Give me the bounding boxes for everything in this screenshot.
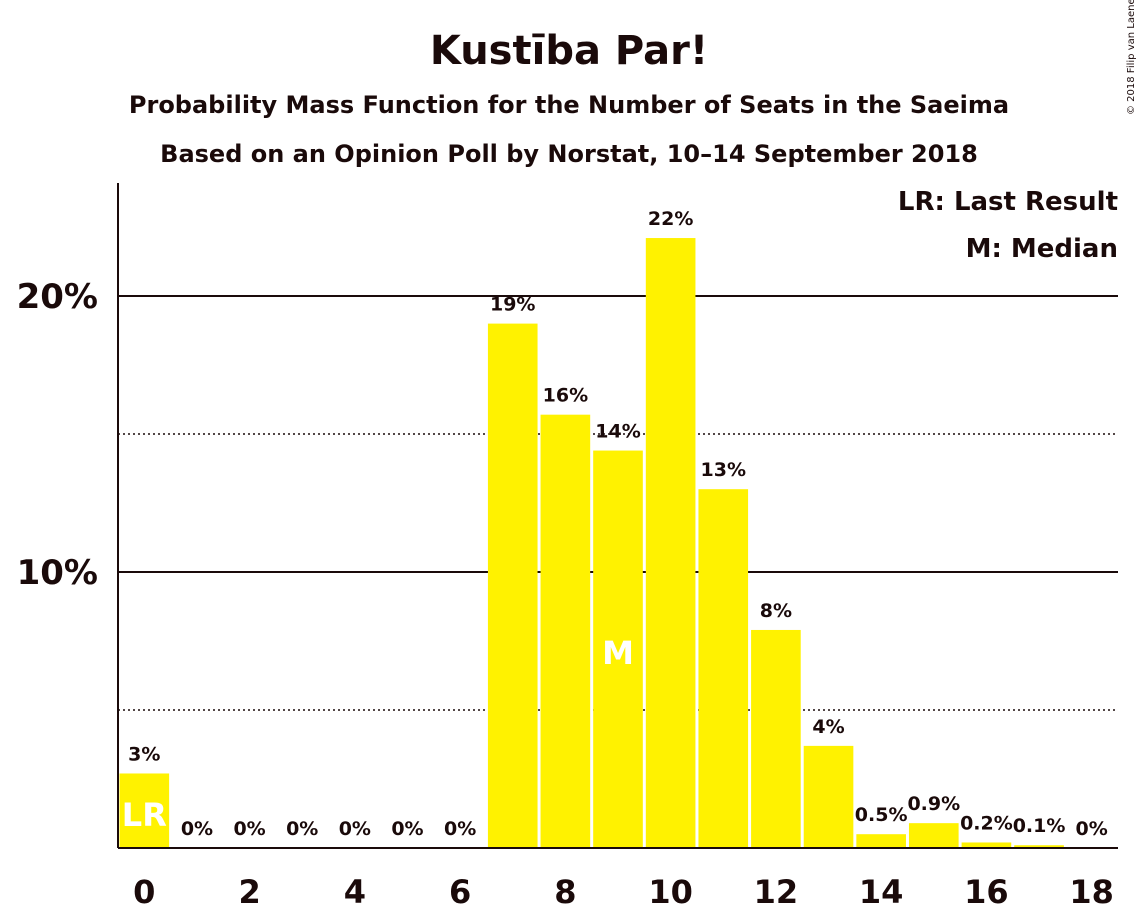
data-label: 0.5% bbox=[855, 804, 908, 826]
y-tick-label: 10% bbox=[17, 553, 98, 593]
bars: 3% 0% 0% 0% 0% 0% 0% 19% 16% 14% 22% 13% 8% 4% 0.5%0.9… bbox=[119, 208, 1108, 849]
data-label: 4% bbox=[812, 716, 844, 738]
data-label: 0.2% bbox=[960, 812, 1013, 834]
x-tick-label: 2 bbox=[238, 873, 260, 911]
bar bbox=[803, 745, 854, 848]
legend-entry: LR: Last Result bbox=[898, 187, 1118, 217]
chart-title: Kustība Par! bbox=[430, 28, 708, 74]
x-tick-label: 18 bbox=[1069, 873, 1114, 911]
last-result-marker: LR bbox=[122, 796, 167, 834]
data-label: 8% bbox=[760, 600, 792, 622]
x-tick-label: 6 bbox=[449, 873, 471, 911]
data-label: 0% bbox=[391, 818, 423, 840]
data-label: 22% bbox=[648, 208, 693, 230]
data-label: 0% bbox=[1076, 818, 1108, 840]
bar bbox=[1014, 845, 1064, 848]
x-tick-label: 16 bbox=[964, 873, 1009, 911]
x-tick-label: 0 bbox=[133, 873, 155, 911]
bar bbox=[593, 450, 643, 848]
bar bbox=[540, 414, 591, 848]
data-label: 13% bbox=[701, 459, 746, 481]
data-label: 16% bbox=[543, 385, 588, 407]
chart-subtitle-poll: Based on an Opinion Poll by Norstat, 10–… bbox=[160, 140, 978, 168]
copyright-notice: © 2018 Filip van Laenen bbox=[1126, 0, 1137, 115]
x-tick-label: 8 bbox=[554, 873, 576, 911]
data-label: 3% bbox=[128, 743, 160, 765]
x-tick-label: 12 bbox=[754, 873, 799, 911]
bar bbox=[119, 773, 170, 848]
bar bbox=[961, 842, 1012, 848]
data-label: 0% bbox=[233, 818, 265, 840]
data-label: 0% bbox=[339, 818, 371, 840]
y-tick-label: 20% bbox=[17, 277, 98, 317]
x-tick-label: 14 bbox=[859, 873, 904, 911]
bar bbox=[856, 834, 906, 848]
data-label: 0.9% bbox=[907, 793, 960, 815]
x-tick-label: 4 bbox=[344, 873, 366, 911]
bar bbox=[698, 489, 749, 848]
data-label: 14% bbox=[595, 421, 640, 443]
legend-entry: M: Median bbox=[966, 234, 1118, 264]
bar bbox=[645, 238, 696, 849]
data-label: 0.1% bbox=[1013, 815, 1066, 837]
data-label: 0% bbox=[181, 818, 213, 840]
data-label: 0% bbox=[444, 818, 476, 840]
median-marker: M bbox=[602, 634, 634, 672]
data-label: 0% bbox=[286, 818, 318, 840]
x-tick-label: 10 bbox=[648, 873, 693, 911]
bar bbox=[908, 823, 959, 848]
axes: 10% 20% 0 2 4 6 8 10 12 14 16 18 bbox=[17, 183, 1118, 911]
chart-subtitle: Probability Mass Function for the Number… bbox=[129, 91, 1009, 119]
bar bbox=[751, 629, 801, 848]
bar bbox=[487, 323, 538, 849]
legend: LR: Last Result M: Median bbox=[898, 187, 1118, 264]
data-label: 19% bbox=[490, 294, 535, 316]
